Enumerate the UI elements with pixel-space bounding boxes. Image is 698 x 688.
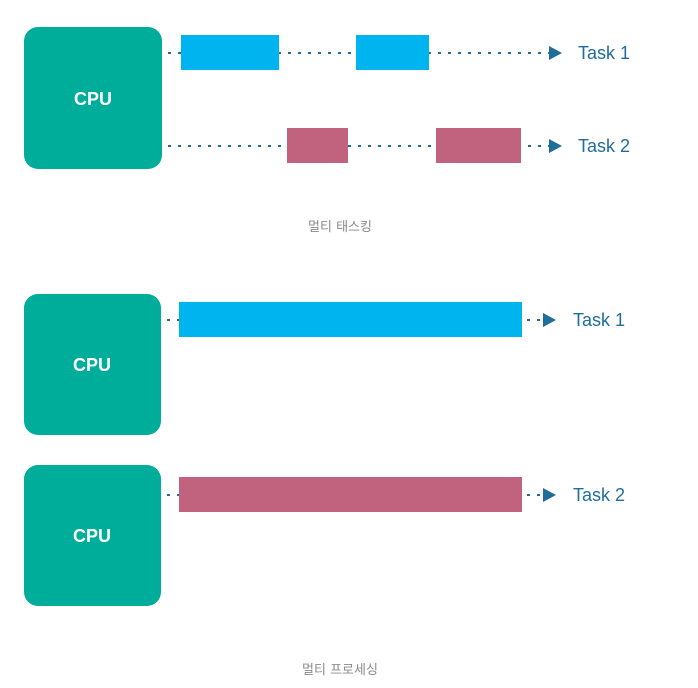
arrowhead-icon <box>549 139 562 153</box>
multitasking-section: CPU Task 1 Task 2 멀티 태스킹 <box>24 27 630 235</box>
multitasking-caption: 멀티 태스킹 <box>308 220 372 235</box>
task2-slice <box>287 128 348 163</box>
cpu-label: CPU <box>73 526 111 546</box>
cpu-box <box>24 294 161 435</box>
task2-bar <box>179 477 522 512</box>
cpu-box <box>24 27 162 169</box>
task1-label: Task 1 <box>573 310 625 330</box>
task2-label: Task 2 <box>578 136 630 156</box>
arrowhead-icon <box>549 46 562 60</box>
task1-label: Task 1 <box>578 43 630 63</box>
multiprocessing-caption: 멀티 프로세싱 <box>302 663 378 678</box>
task1-bar <box>179 302 522 337</box>
cpu-label: CPU <box>74 89 112 109</box>
task1-slice <box>181 35 279 70</box>
task1-slice <box>356 35 429 70</box>
arrowhead-icon <box>543 488 556 502</box>
task2-slice <box>436 128 521 163</box>
cpu-label: CPU <box>73 355 111 375</box>
arrowhead-icon <box>543 313 556 327</box>
multiprocessing-section: CPU Task 1 CPU Task 2 멀티 프로세싱 <box>24 294 625 678</box>
task2-label: Task 2 <box>573 485 625 505</box>
cpu-box <box>24 465 161 606</box>
